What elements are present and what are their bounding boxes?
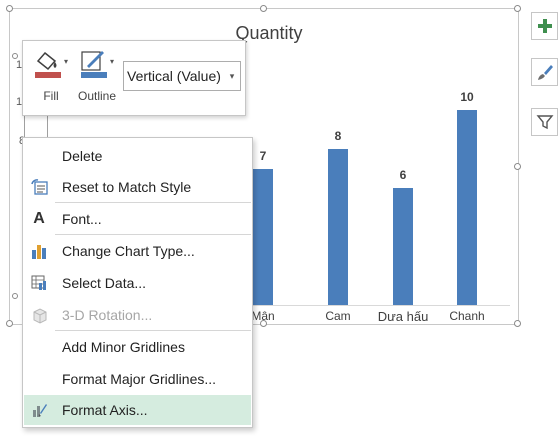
menu-item-label: Delete xyxy=(62,148,103,164)
resize-handle[interactable] xyxy=(260,320,267,327)
outline-button[interactable]: ▾ Outline xyxy=(75,47,119,109)
axis-selection-handle[interactable] xyxy=(12,293,18,299)
menu-item-font[interactable]: A Font... xyxy=(24,204,251,234)
chart-element-value: Vertical (Value) xyxy=(127,68,221,84)
menu-item-change-chart-type[interactable]: Change Chart Type... xyxy=(24,236,251,266)
menu-item-label: Add Minor Gridlines xyxy=(62,339,185,355)
menu-item-label: Format Major Gridlines... xyxy=(62,371,217,387)
chart-title[interactable]: Quantity xyxy=(235,23,303,43)
outline-label: Outline xyxy=(77,89,117,103)
menu-item-delete[interactable]: Delete xyxy=(24,141,251,171)
menu-item-format-major-gridlines[interactable]: Format Major Gridlines... xyxy=(24,364,251,394)
svg-text:▾: ▾ xyxy=(64,57,68,66)
category-label: Chanh xyxy=(449,309,485,323)
menu-item-add-minor-gridlines[interactable]: Add Minor Gridlines xyxy=(24,332,251,362)
data-label: 10 xyxy=(460,90,474,104)
svg-text:▾: ▾ xyxy=(110,57,114,66)
resize-handle[interactable] xyxy=(6,320,13,327)
filter-icon xyxy=(536,115,553,130)
3d-rotation-icon xyxy=(30,306,48,324)
category-label: Mận xyxy=(251,309,275,323)
bar[interactable] xyxy=(457,110,477,305)
data-label: 7 xyxy=(259,148,267,163)
category-label: Cam xyxy=(325,309,351,323)
resize-handle[interactable] xyxy=(514,163,521,170)
resize-handle[interactable] xyxy=(514,320,521,327)
menu-item-label: Format Axis... xyxy=(62,402,148,418)
menu-separator xyxy=(55,234,251,235)
menu-separator xyxy=(55,202,251,203)
menu-item-label: Change Chart Type... xyxy=(62,243,195,259)
chart-element-select[interactable]: Vertical (Value) ▾ xyxy=(123,61,241,91)
resize-handle[interactable] xyxy=(514,5,521,12)
paint-bucket-icon: ▾ xyxy=(35,51,68,78)
fill-label: Fill xyxy=(43,89,59,103)
bar[interactable] xyxy=(253,168,273,305)
pen-outline-icon: ▾ xyxy=(81,51,114,78)
format-axis-icon xyxy=(30,401,48,419)
paintbrush-icon xyxy=(537,65,553,80)
menu-item-label: Select Data... xyxy=(62,275,147,291)
chevron-down-icon[interactable]: ▾ xyxy=(226,62,238,90)
chart-filters-button[interactable] xyxy=(531,108,558,136)
menu-item-3d-rotation: 3-D Rotation... xyxy=(24,300,251,330)
bar[interactable] xyxy=(328,149,348,305)
menu-separator xyxy=(55,330,251,331)
data-label: 6 xyxy=(399,168,407,182)
category-label: Dưa hấu xyxy=(377,309,429,324)
chart-type-icon xyxy=(30,242,48,260)
menu-item-label: Font... xyxy=(62,211,102,227)
font-icon: A xyxy=(33,210,45,227)
menu-item-reset-to-match-style[interactable]: Reset to Match Style xyxy=(24,172,251,202)
plus-icon xyxy=(537,19,552,33)
resize-handle[interactable] xyxy=(6,5,13,12)
select-data-icon xyxy=(30,274,48,292)
chart-elements-button[interactable] xyxy=(531,12,558,40)
bar[interactable] xyxy=(393,188,413,305)
reset-style-icon xyxy=(30,178,48,196)
mini-format-toolbar: ▾ Fill ▾ Outline Vertical (Value) ▾ xyxy=(22,40,246,116)
chart-styles-button[interactable] xyxy=(531,58,558,86)
axis-selection-handle[interactable] xyxy=(12,53,18,59)
context-menu: Delete Reset to Match Style A Font... Ch… xyxy=(22,137,253,428)
menu-item-label: Reset to Match Style xyxy=(62,179,192,195)
menu-item-select-data[interactable]: Select Data... xyxy=(24,268,251,298)
fill-button[interactable]: ▾ Fill xyxy=(29,47,73,109)
menu-item-format-axis[interactable]: Format Axis... xyxy=(24,395,251,425)
x-axis-line xyxy=(50,305,510,306)
menu-item-label: 3-D Rotation... xyxy=(62,307,153,323)
data-label: 8 xyxy=(334,129,342,143)
resize-handle[interactable] xyxy=(260,5,267,12)
